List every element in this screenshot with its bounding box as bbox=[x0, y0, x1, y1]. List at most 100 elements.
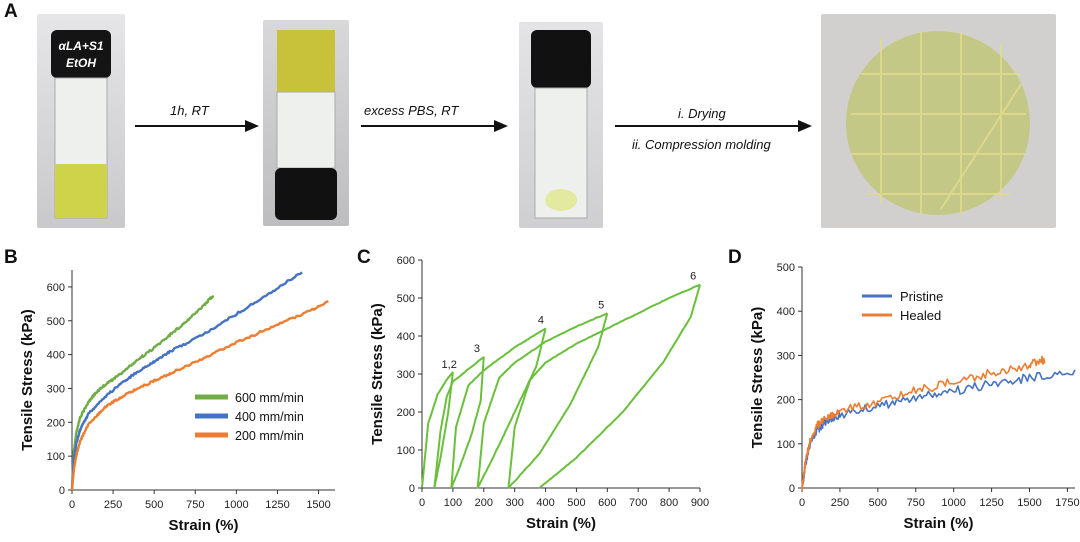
vial-solution-graphic: αLA+S1 EtOH bbox=[51, 30, 111, 219]
chart-d-ytick-label: 200 bbox=[777, 395, 795, 407]
photo-vial-gel bbox=[263, 20, 349, 226]
chart-c-ytick-label: 100 bbox=[397, 445, 415, 457]
chart-d-xtick-label: 1500 bbox=[1017, 497, 1041, 509]
chart-c-cycle-label: 6 bbox=[690, 271, 696, 283]
chart-c-ytick-label: 200 bbox=[397, 407, 415, 419]
chart-c-unloading-curve bbox=[450, 356, 485, 489]
chart-c-ytick-label: 500 bbox=[397, 293, 415, 305]
chart-b-xtick-label: 1250 bbox=[265, 499, 289, 511]
chart-b-xtick-label: 0 bbox=[69, 499, 75, 511]
chart-b-series-line bbox=[70, 271, 303, 491]
chart-d-legend-label: Pristine bbox=[900, 289, 943, 304]
chart-d-xtick-label: 0 bbox=[799, 497, 805, 509]
chart-c-xtick-label: 0 bbox=[419, 497, 425, 509]
vial-gel-graphic bbox=[275, 30, 337, 220]
panel-c-letter: C bbox=[357, 247, 371, 268]
chart-c-cycle-label: 1,2 bbox=[442, 359, 457, 371]
gel-layer bbox=[277, 30, 335, 92]
chart-c-xtick-label: 900 bbox=[691, 497, 709, 509]
panel-d-letter: D bbox=[728, 247, 742, 268]
chart-b-series-line bbox=[70, 294, 215, 491]
step3-label-line2: ii. Compression molding bbox=[632, 137, 771, 152]
molded-film-graphic bbox=[846, 31, 1030, 215]
chart-d-ytick-label: 300 bbox=[777, 350, 795, 362]
chart-c-cycle-label: 3 bbox=[474, 343, 480, 355]
chart-c-y-axis-title: Tensile Stress (kPa) bbox=[369, 303, 386, 444]
chart-c-unloading-curve bbox=[538, 284, 701, 489]
chart-d-xtick-label: 1000 bbox=[941, 497, 965, 509]
chart-b-ytick-label: 100 bbox=[47, 451, 65, 463]
vial-precipitate-graphic bbox=[531, 30, 591, 219]
chart-c-xtick-label: 600 bbox=[598, 497, 616, 509]
photo-molded-film bbox=[821, 14, 1056, 228]
chart-d-xtick-label: 250 bbox=[831, 497, 849, 509]
chart-b-ytick-label: 300 bbox=[47, 383, 65, 395]
chart-c-unloading-curve bbox=[476, 328, 547, 489]
chart-d-xtick-label: 1750 bbox=[1055, 497, 1079, 509]
vial-cap-bottom bbox=[275, 168, 337, 220]
chart-d-series-line bbox=[801, 369, 1076, 489]
chart-d: 0 100 200 300 400 500 0 250 500 750 1000 1250 1500 17… bbox=[749, 262, 1080, 532]
chart-d-xtick-label: 1250 bbox=[979, 497, 1003, 509]
step3-label-line1: i. Drying bbox=[678, 106, 726, 121]
chart-b-ytick-label: 500 bbox=[47, 316, 65, 328]
chart-d-xtick-label: 500 bbox=[869, 497, 887, 509]
chart-b-x-axis-title: Strain (%) bbox=[168, 517, 238, 534]
chart-c-ytick-label: 600 bbox=[397, 255, 415, 267]
arrow-step3 bbox=[615, 120, 812, 132]
chart-b-ytick-label: 600 bbox=[47, 282, 65, 294]
chart-b-y-axis-title: Tensile Stress (kPa) bbox=[19, 309, 36, 450]
chart-c-xtick-label: 300 bbox=[505, 497, 523, 509]
film-grid bbox=[851, 32, 1026, 214]
precipitate bbox=[545, 189, 577, 211]
chart-c-xtick-label: 800 bbox=[660, 497, 678, 509]
chart-b-xtick-label: 250 bbox=[104, 499, 122, 511]
vial-cap bbox=[51, 30, 111, 78]
chart-c-cycle-label: 4 bbox=[538, 315, 544, 327]
chart-c: 0 100 200 300 400 500 600 0 100 200 300 400 500 600 70… bbox=[369, 255, 709, 532]
chart-b-legend-label: 200 mm/min bbox=[235, 429, 304, 443]
step2-label: excess PBS, RT bbox=[364, 103, 459, 118]
vial-glass-2 bbox=[276, 91, 336, 169]
chart-c-unloading-curve bbox=[507, 312, 609, 489]
chart-d-legend-label: Healed bbox=[900, 308, 941, 323]
chart-c-xtick-label: 500 bbox=[567, 497, 585, 509]
chart-d-y-axis-title: Tensile Stress (kPa) bbox=[749, 307, 766, 448]
vial-label-line2: EtOH bbox=[66, 56, 96, 70]
film-disc bbox=[846, 31, 1030, 215]
photo-vial-solution: αLA+S1 EtOH bbox=[37, 14, 125, 228]
chart-c-xtick-label: 400 bbox=[536, 497, 554, 509]
chart-b-xtick-label: 1000 bbox=[224, 499, 248, 511]
arrow-step1 bbox=[135, 120, 259, 132]
chart-d-x-axis-title: Strain (%) bbox=[903, 515, 973, 532]
chart-d-ytick-label: 0 bbox=[789, 483, 795, 495]
chart-d-xtick-label: 750 bbox=[907, 497, 925, 509]
step1-label: 1h, RT bbox=[170, 103, 209, 118]
chart-d-ytick-label: 500 bbox=[777, 262, 795, 274]
chart-b-xtick-label: 1500 bbox=[306, 499, 330, 511]
chart-c-ytick-label: 0 bbox=[409, 483, 415, 495]
chart-d-ytick-label: 400 bbox=[777, 306, 795, 318]
chart-d-ytick-label: 100 bbox=[777, 439, 795, 451]
arrow-step2 bbox=[361, 120, 508, 132]
chart-b-legend-label: 600 mm/min bbox=[235, 391, 304, 405]
chart-c-unloading-curve bbox=[433, 371, 454, 489]
chart-b-ytick-label: 200 bbox=[47, 417, 65, 429]
chart-b-series-line bbox=[70, 300, 329, 491]
chart-d-series-line bbox=[801, 355, 1046, 491]
chart-b-ytick-label: 400 bbox=[47, 350, 65, 362]
chart-c-loading-curve bbox=[507, 283, 701, 489]
chart-c-xtick-label: 100 bbox=[444, 497, 462, 509]
chart-c-loading-curve bbox=[433, 356, 485, 488]
chart-c-ytick-label: 300 bbox=[397, 369, 415, 381]
chart-c-loading-curve bbox=[450, 327, 547, 488]
chart-c-cycle-label: 5 bbox=[598, 299, 604, 311]
chart-c-loading-curve bbox=[421, 371, 454, 488]
chart-c-x-axis-title: Strain (%) bbox=[526, 515, 596, 532]
panel-b-letter: B bbox=[4, 247, 18, 268]
photo-vial-precipitate bbox=[519, 22, 603, 228]
vial-label-line1: αLA+S1 bbox=[58, 39, 103, 53]
chart-b-xtick-label: 750 bbox=[186, 499, 204, 511]
chart-b-xtick-label: 500 bbox=[145, 499, 163, 511]
chart-b-legend-label: 400 mm/min bbox=[235, 410, 304, 424]
